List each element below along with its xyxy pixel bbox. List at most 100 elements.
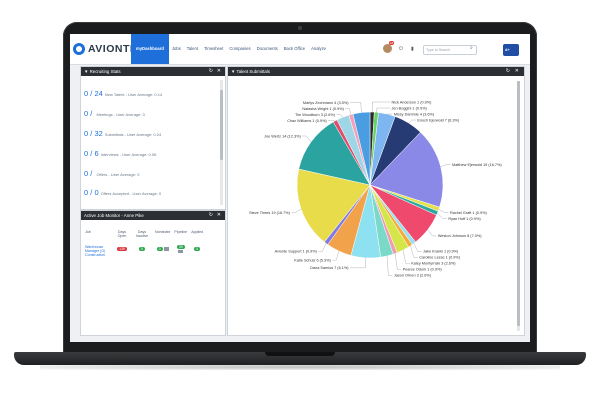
pie-label: Nick Anderson 1 (0.9%) <box>392 100 433 104</box>
stat-row-submittals: 0 / 32 Submittals - User Average: 0.24 <box>84 129 162 138</box>
laptop-notch <box>265 352 335 356</box>
talent-submittals-header: ▼ Talent Submittals ↻ ✕ <box>228 67 524 76</box>
power-icon[interactable]: ⏻ <box>399 46 403 52</box>
nav-talent[interactable]: Talent <box>186 46 198 51</box>
avionte-logo[interactable]: AVIONTÉ <box>73 42 137 56</box>
scrollbar-thumb[interactable] <box>517 81 520 326</box>
nav-jobs[interactable]: Jobs <box>171 46 181 51</box>
stat-value: 0 <box>84 169 89 178</box>
pie-slice[interactable] <box>369 131 444 208</box>
nominate-icon[interactable] <box>163 246 169 251</box>
pie-label: Weston Johnson 8 (7.0%) <box>438 234 482 238</box>
stat-total: 24 <box>94 89 103 98</box>
pie-leader-line <box>394 253 402 270</box>
notification-badge[interactable]: 18 <box>389 41 394 45</box>
recruiting-stats-scrollbar[interactable] <box>220 80 223 205</box>
nav-documents[interactable]: Documents <box>256 46 278 51</box>
pie-leader-line <box>376 107 390 113</box>
pie-leader-line <box>336 114 343 118</box>
table-row: Warehouse Manager (O) Construction 139 0… <box>83 239 205 258</box>
pie-label: Steve Thees 19 (16.7%) <box>249 211 291 215</box>
submittals-pie-chart: Nick Anderson 1 (0.9%) Jen Boggini 1 (0.9… <box>249 100 502 277</box>
nav-companies[interactable]: Companies <box>229 46 251 51</box>
col-applied: Applied <box>191 230 204 234</box>
app-screen: AVIONTÉ myDashboard Jobs Talent Timeshee… <box>70 34 530 342</box>
pie-label: Natasha Wright 1 (0.9%) <box>302 107 344 111</box>
col-job: Job <box>85 230 91 234</box>
pie-leader-line <box>386 255 393 276</box>
pie-leader-line <box>440 164 451 168</box>
recruiting-stats-title: Recruiting Stats <box>89 69 121 74</box>
search-icon[interactable]: ⌕ <box>470 45 473 51</box>
company-badge-logo: A+ <box>503 44 519 56</box>
pipeline-badge[interactable]: 39 <box>176 244 185 250</box>
pie-label: Marlys Zechmann 4 (3.5%) <box>303 101 349 105</box>
refresh-icon[interactable]: ↻ <box>505 68 510 74</box>
pipeline-icon[interactable] <box>178 250 184 254</box>
job-link[interactable]: Warehouse Manager (O) Construction <box>85 244 106 258</box>
stat-label: Interviews - User Average: 0.06 <box>100 152 157 157</box>
pie-label: Avionte Support 1 (0.9%) <box>275 250 318 254</box>
col-days-inactive: Days Inactive <box>135 230 149 239</box>
close-icon[interactable]: ✕ <box>514 68 519 74</box>
stat-value: 0 <box>84 188 89 197</box>
col-pipeline: Pipeline <box>174 230 188 234</box>
stat-row-interviews: 0 / 6 Interviews - User Average: 0.06 <box>84 149 157 158</box>
stat-label: Offers - User Average: 0 <box>96 172 140 177</box>
refresh-icon[interactable]: ↻ <box>208 212 213 218</box>
job-monitor-header: Active Job Monitor - Anne Pike ↻ ✕ <box>81 211 225 220</box>
pie-leader-line <box>408 119 416 124</box>
job-monitor-title: Active Job Monitor - Anne Pike <box>84 213 144 218</box>
nominate-badge[interactable]: 0 <box>156 246 163 252</box>
stat-label: Offers Accepted - User Average: 0 <box>100 191 162 196</box>
pie-slice[interactable] <box>298 121 371 186</box>
pie-label: Rachel Graft 1 (0.9%) <box>450 211 487 215</box>
pie-label: Matthew Ejerwold 19 (16.7%) <box>452 163 502 167</box>
laptop-base <box>14 352 586 365</box>
top-navigation-bar: AVIONTÉ myDashboard Jobs Talent Timeshee… <box>70 34 530 65</box>
nav-analyze[interactable]: Analyze <box>311 46 327 51</box>
close-icon[interactable]: ✕ <box>216 68 221 74</box>
webcam <box>298 26 302 30</box>
filter-icon[interactable]: ▼ <box>84 69 90 74</box>
pie-label: Jake Kranki 1 (0.9%) <box>423 250 459 254</box>
stat-value: 0 <box>84 149 89 158</box>
job-monitor-table: Job Days Open Days Inactive Nominate Pip… <box>83 230 205 257</box>
table-header-row: Job Days Open Days Inactive Nominate Pip… <box>83 230 205 239</box>
pie-leader-line <box>350 102 362 113</box>
submittals-scrollbar[interactable] <box>517 81 520 331</box>
pie-slice[interactable] <box>352 111 371 186</box>
nav-back-office[interactable]: Back Office <box>283 46 306 51</box>
pie-label: Ryan Hoff 1 (0.9%) <box>448 217 481 221</box>
stat-row-offers-accepted: 0 / 0 Offers Accepted - User Average: 0 <box>84 188 162 197</box>
pie-leader-line <box>345 108 352 115</box>
talent-submittals-panel: ▼ Talent Submittals ↻ ✕ Nick Anderson 1 … <box>227 66 525 336</box>
stat-value: 0 <box>84 89 89 98</box>
user-avatar[interactable] <box>383 44 392 53</box>
pie-label: Kaley Montyrnski 3 (2.6%) <box>411 262 456 266</box>
stat-label: Submittals - User Average: 0.24 <box>104 132 162 137</box>
col-nominate: Nominate <box>155 230 171 234</box>
pie-leader-line <box>427 229 437 237</box>
stat-label: Meetings - User Average: 0 <box>96 112 145 117</box>
bar-chart-icon[interactable]: ▮ <box>411 46 414 52</box>
refresh-icon[interactable]: ↻ <box>208 68 213 74</box>
pie-leader-line <box>371 101 390 113</box>
pie-slice[interactable] <box>296 168 371 243</box>
recruiting-stats-header: ▼ Recruiting Stats ↻ ✕ <box>81 67 225 76</box>
stat-row-meetings: 0 / Meetings - User Average: 0 <box>84 109 145 118</box>
pie-label: Tim Woodburn 3 (2.6%) <box>295 113 336 117</box>
pie-label: Jen Boggini 1 (0.9%) <box>392 106 428 110</box>
pie-leader-line <box>318 243 327 252</box>
scrollbar-thumb[interactable] <box>220 90 223 160</box>
nav-timesheet[interactable]: Timesheet <box>203 46 224 51</box>
stat-value: 0 <box>84 129 89 138</box>
applied-badge[interactable]: 0 <box>194 246 201 252</box>
pie-label: Caroline Lesse 1 (0.9%) <box>419 256 460 260</box>
search-input[interactable]: Type to Search <box>423 45 477 55</box>
filter-icon[interactable]: ▼ <box>231 69 237 74</box>
pie-label: Dana Samios 7 (6.1%) <box>310 266 349 270</box>
close-icon[interactable]: ✕ <box>216 212 221 218</box>
pie-leader-line <box>438 209 449 213</box>
nav-my-dashboard[interactable]: myDashboard <box>131 34 169 64</box>
